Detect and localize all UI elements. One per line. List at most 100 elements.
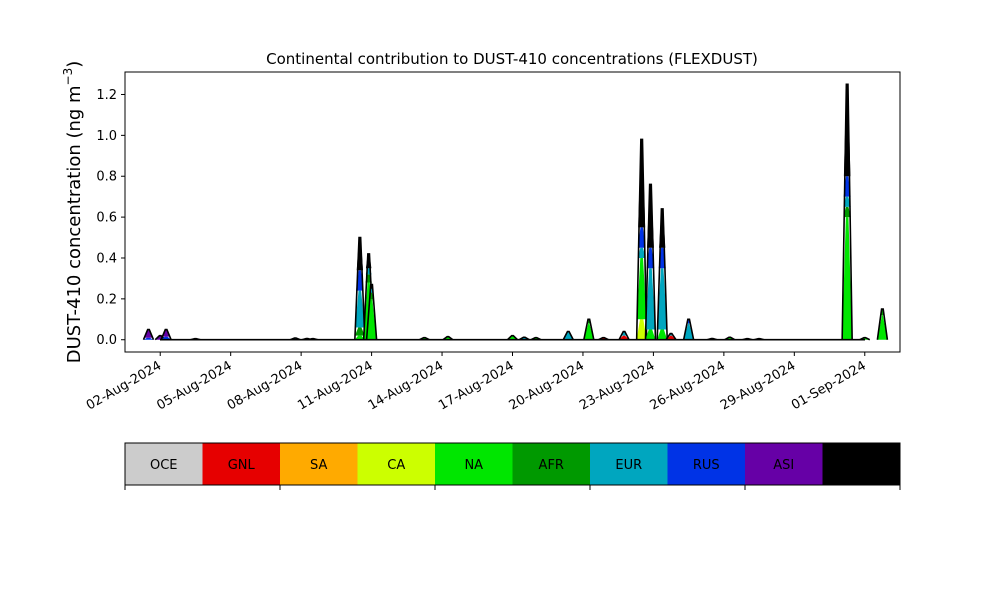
total-outline: [142, 328, 155, 341]
x-tick-label: 20-Aug-2024: [507, 358, 587, 413]
area-segment-gnl: [666, 335, 677, 340]
legend-swatch-aus: [822, 443, 900, 485]
legend-frame: [124, 442, 901, 486]
total-outline: [518, 336, 530, 341]
area-segment-eur: [645, 268, 656, 330]
legend-swatch-ca: [357, 443, 435, 485]
total-outline: [876, 308, 889, 340]
area-segment-na: [366, 298, 377, 340]
y-axis-label: DUST-410 concentration (ng m−3): [61, 61, 85, 364]
x-tick-label: 11-Aug-2024: [295, 358, 375, 413]
area-segment-na: [507, 335, 518, 340]
plot-frame: [124, 71, 901, 353]
area-segment-rus: [143, 337, 154, 340]
area-segment-na: [877, 315, 888, 340]
legend-label: ASI: [773, 458, 794, 473]
y-tick-label: 0.0: [96, 333, 117, 348]
total-outline: [289, 337, 301, 341]
x-tick-label: 02-Aug-2024: [84, 358, 164, 413]
legend-swatch-oce: [125, 443, 203, 485]
total-outline: [442, 335, 454, 341]
total-outline: [598, 336, 609, 341]
legend-label: NA: [464, 458, 483, 473]
plot-area: [142, 83, 889, 341]
total-outline: [724, 336, 736, 341]
legend-swatch-gnl: [202, 443, 280, 485]
legend-label: AFR: [539, 458, 564, 473]
area-segment-rus: [646, 247, 655, 269]
x-tick-label: 14-Aug-2024: [366, 358, 446, 413]
total-outline: [354, 236, 366, 340]
x-tick-label: 01-Sep-2024: [789, 358, 869, 413]
area-segment-na: [354, 335, 365, 340]
total-outline: [419, 336, 430, 341]
legend-label: CA: [387, 458, 405, 473]
x-tick-label: 17-Aug-2024: [436, 358, 516, 413]
legend-swatch-sa: [280, 443, 358, 485]
area-segment-eur: [657, 268, 668, 330]
area-segment-rus: [843, 176, 851, 197]
total-outline: [160, 328, 172, 341]
legend-label: RUS: [693, 458, 720, 473]
legend-swatch-na: [435, 443, 513, 485]
total-outline: [635, 138, 648, 340]
area-segment-eur: [683, 323, 694, 340]
y-tick-label: 0.2: [96, 292, 117, 307]
x-tick-label: 23-Aug-2024: [577, 358, 657, 413]
legend-label: EUR: [615, 458, 642, 473]
area-segment-na: [645, 329, 656, 340]
area-segment-rus: [637, 227, 646, 248]
total-outline: [583, 318, 595, 340]
area-segment-ca: [636, 319, 647, 340]
y-tick-label: 0.4: [96, 251, 117, 266]
area-segment-eur: [637, 247, 646, 258]
legend: OCE GNL SA CA NA AFR EUR RUS ASI AUS: [124, 442, 901, 490]
legend-label: GNL: [228, 458, 256, 473]
area-segment-eur: [563, 331, 574, 340]
area-segment-na: [636, 257, 647, 320]
legend-swatch-afr: [512, 443, 590, 485]
y-tick-label: 0.6: [96, 211, 117, 226]
chart-title: Continental contribution to DUST-410 con…: [266, 50, 758, 68]
x-tick-label: 26-Aug-2024: [648, 358, 728, 413]
total-outline: [618, 330, 630, 341]
y-axis-label-close: ): [64, 61, 85, 68]
legend-swatch-rus: [667, 443, 745, 485]
legend-label: AUS: [848, 458, 875, 473]
area-segment-eur: [355, 290, 365, 328]
y-tick-label: 1.2: [96, 88, 117, 103]
x-axis: 02-Aug-202405-Aug-202408-Aug-202411-Aug-…: [84, 352, 869, 414]
total-outline: [506, 334, 519, 341]
area-segment-afr: [843, 206, 851, 218]
y-axis-label-exponent: −3: [61, 68, 75, 86]
area-segment-afr: [369, 292, 374, 299]
total-outline: [665, 332, 677, 341]
total-outline: [682, 318, 695, 340]
y-axis-label-main: DUST-410 concentration (ng m: [64, 85, 85, 363]
total-outline: [154, 334, 166, 341]
y-axis: 0.0 0.2 0.4 0.6 0.8 1.0 1.2: [96, 88, 125, 348]
total-outline: [656, 208, 669, 340]
legend-swatch-asi: [745, 443, 823, 485]
legend-swatch-eur: [590, 443, 668, 485]
area-segment-asi: [162, 329, 170, 337]
area-segment-gnl: [619, 335, 630, 340]
area-segment-na: [842, 217, 853, 340]
x-tick-label: 05-Aug-2024: [154, 358, 234, 413]
y-tick-label: 0.8: [96, 170, 117, 185]
area-segment-asi: [144, 329, 153, 338]
area-segment-eur: [621, 331, 627, 336]
x-tick-label: 08-Aug-2024: [225, 358, 305, 413]
area-segment-afr: [354, 327, 365, 336]
total-outline: [859, 336, 871, 341]
legend-label: OCE: [150, 458, 178, 473]
area-segment-na: [583, 323, 594, 340]
area-segment-na: [657, 329, 668, 340]
legend-label: SA: [310, 458, 327, 473]
area-segment-rus: [356, 270, 364, 291]
total-outline: [365, 283, 378, 340]
area-segment-eur: [843, 196, 851, 207]
total-outline: [841, 83, 853, 340]
total-outline: [562, 330, 574, 341]
